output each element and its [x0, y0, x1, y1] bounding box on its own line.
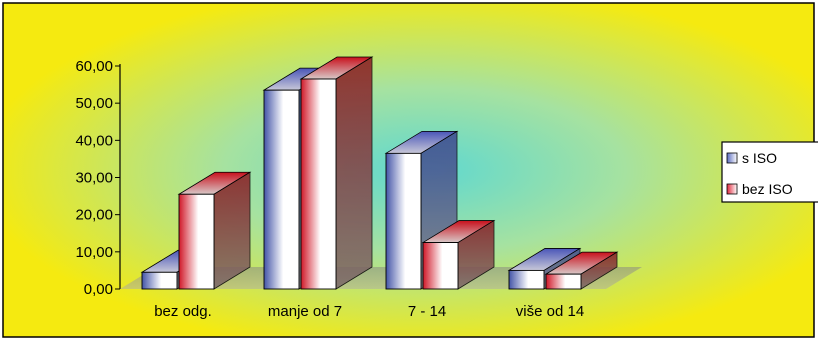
bar-front — [300, 78, 337, 290]
bar-front — [385, 152, 422, 290]
bar-front — [141, 271, 178, 290]
y-tick-label: 10,00 — [75, 244, 113, 261]
legend-swatch-s-iso — [726, 152, 738, 164]
x-tick-label: 7 - 14 — [408, 303, 446, 320]
legend: s ISO bez ISO — [721, 141, 818, 203]
y-axis: 0,00 10,00 20,00 30,00 40,00 50,00 60,00 — [75, 58, 121, 298]
legend-box — [721, 141, 818, 203]
bar — [421, 219, 496, 290]
x-tick-label: bez odg. — [154, 303, 212, 320]
legend-label-s-iso: s ISO — [742, 150, 777, 166]
bar-front — [422, 242, 459, 290]
y-tick-label: 0,00 — [84, 281, 113, 298]
bar-front — [508, 269, 545, 290]
y-tick-label: 60,00 — [75, 58, 113, 75]
bars — [140, 56, 619, 290]
legend-swatch-bez-iso — [726, 183, 738, 195]
y-tick-label: 30,00 — [75, 170, 113, 187]
bar-side — [335, 56, 373, 290]
bar-front — [178, 193, 215, 290]
bar — [544, 251, 619, 290]
y-tick-label: 20,00 — [75, 207, 113, 224]
bar-front — [545, 273, 582, 290]
x-axis-labels: bez odg. manje od 7 7 - 14 više od 14 — [154, 303, 584, 320]
x-tick-label: manje od 7 — [268, 303, 342, 320]
y-tick-label: 50,00 — [75, 95, 113, 112]
legend-label-bez-iso: bez ISO — [742, 181, 793, 197]
bar — [177, 171, 252, 290]
y-tick-label: 40,00 — [75, 132, 113, 149]
x-tick-label: više od 14 — [516, 303, 584, 320]
bar-front — [263, 89, 300, 290]
bar — [299, 56, 374, 290]
